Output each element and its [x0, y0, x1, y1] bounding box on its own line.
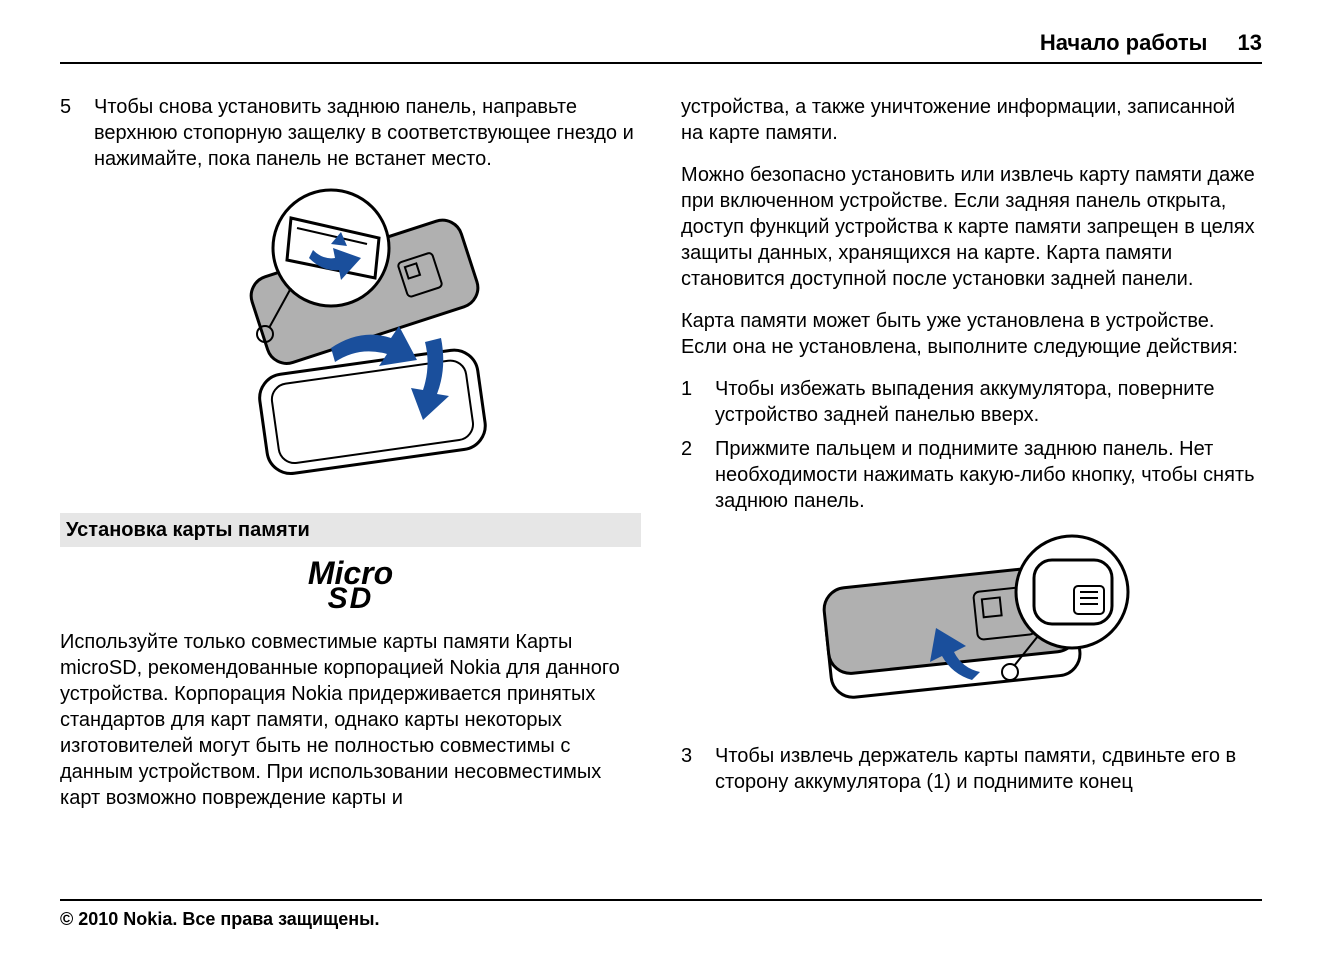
step-number: 1 [681, 376, 715, 428]
figure-remove-back-panel [681, 530, 1262, 727]
step-1: 1 Чтобы избежать выпадения аккумулятора,… [681, 376, 1262, 428]
page-footer: © 2010 Nokia. Все права защищены. [60, 899, 1262, 930]
step-3: 3 Чтобы извлечь держатель карты памяти, … [681, 743, 1262, 795]
left-column: 5 Чтобы снова установить заднюю панель, … [60, 94, 641, 827]
header-section-title: Начало работы [1040, 30, 1208, 55]
right-paragraph-3: Карта памяти может быть уже установлена … [681, 308, 1262, 360]
step-2: 2 Прижмите пальцем и поднимите заднюю па… [681, 436, 1262, 514]
step-text: Чтобы извлечь держатель карты памяти, сд… [715, 743, 1262, 795]
step-text: Чтобы избежать выпадения аккумулятора, п… [715, 376, 1262, 428]
right-column: устройства, а также уничтожение информац… [681, 94, 1262, 827]
right-paragraph-2: Можно безопасно установить или извлечь к… [681, 162, 1262, 292]
step-text: Чтобы снова установить заднюю панель, на… [94, 94, 641, 172]
step-number: 3 [681, 743, 715, 795]
right-paragraph-1: устройства, а также уничтожение информац… [681, 94, 1262, 146]
step-number: 5 [60, 94, 94, 172]
microsd-logo-line2: SD [60, 587, 641, 611]
left-paragraph-1: Используйте только совместимые карты пам… [60, 629, 641, 811]
figure-install-back-panel [60, 188, 641, 495]
page: Начало работы 13 5 Чтобы снова установит… [0, 0, 1322, 954]
phone-back-panel-illustration [191, 188, 511, 488]
section-heading-memory-card: Установка карты памяти [60, 513, 641, 547]
phone-remove-panel-illustration [802, 530, 1142, 720]
step-text: Прижмите пальцем и поднимите заднюю пане… [715, 436, 1262, 514]
microsd-logo: Micro SD [60, 561, 641, 611]
step-5: 5 Чтобы снова установить заднюю панель, … [60, 94, 641, 172]
content-columns: 5 Чтобы снова установить заднюю панель, … [60, 94, 1262, 827]
step-number: 2 [681, 436, 715, 514]
page-header: Начало работы 13 [60, 30, 1262, 64]
header-page-number: 13 [1238, 30, 1262, 55]
